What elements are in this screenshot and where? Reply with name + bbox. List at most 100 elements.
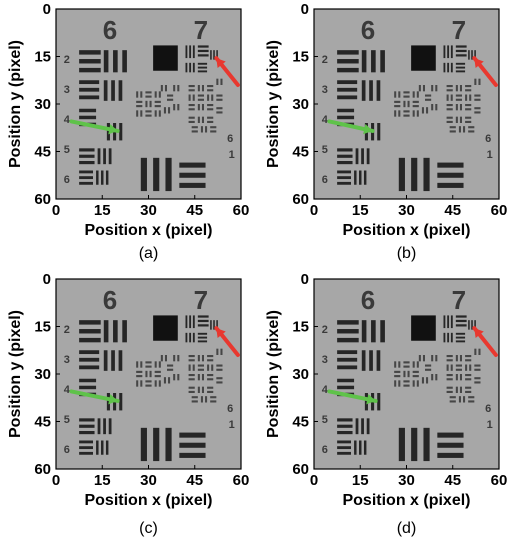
fine-bar-pair — [216, 107, 223, 114]
fine-bar-pair — [191, 396, 198, 403]
fine-bar-pair — [474, 348, 481, 355]
fine-bar-pair — [465, 386, 472, 393]
bars-g6-e6-h — [79, 170, 93, 185]
fine-bar-pair — [197, 374, 204, 381]
fine-bar-pair — [474, 377, 481, 384]
bars-g6-e5-v — [355, 148, 370, 165]
group-label-7: 7 — [194, 15, 208, 45]
fine-bar-pair — [421, 107, 429, 114]
bars-g7-e2-v — [443, 62, 453, 73]
fine-bar-pair — [455, 85, 462, 92]
fine-bar-pair — [418, 85, 425, 92]
fine-bar-pair — [449, 126, 456, 133]
bars-g7-e2-v — [185, 332, 195, 343]
x-axis-label: Position x (pixel) — [342, 222, 470, 239]
element-number: 2 — [322, 54, 328, 66]
fine-bar-pair — [163, 377, 171, 384]
fine-bar-pair — [412, 91, 419, 98]
small-label-1: 1 — [487, 419, 493, 431]
small-label-1: 1 — [487, 149, 493, 161]
element-number: 2 — [64, 54, 70, 66]
x-axis-label: Position x (pixel) — [342, 492, 470, 509]
element-number: 5 — [322, 144, 328, 156]
fine-elements — [394, 78, 481, 133]
red-arrow — [214, 56, 240, 87]
bars-g6-e3-h — [337, 80, 358, 100]
x-tick-label: 0 — [310, 202, 318, 219]
square-patch — [153, 315, 178, 341]
fine-bar-pair — [197, 94, 204, 101]
x-tick-label: 60 — [233, 202, 250, 219]
bars-g6-e2-v — [103, 50, 127, 73]
fine-bar-pair — [173, 104, 180, 111]
panel-c: 6 7 2 3 4 5 6 6 1 0 15 30 45 60 0 15 30 45 60 Position x (p… — [0, 270, 260, 540]
fine-bar-pair — [465, 94, 472, 101]
element-number: 5 — [64, 144, 70, 156]
small-label-6: 6 — [485, 403, 491, 415]
x-tick-label: 45 — [186, 472, 203, 489]
y-tick-label: 15 — [292, 49, 309, 66]
element-number: 5 — [64, 414, 70, 426]
x-tick-label: 30 — [398, 472, 415, 489]
bars-g7-e2-v — [443, 332, 453, 343]
bars-g6-e5-v — [97, 418, 112, 435]
element-number: 4 — [64, 114, 71, 126]
fine-bar-pair — [188, 85, 195, 92]
x-axis-label: Position x (pixel) — [84, 492, 212, 509]
y-tick-label: 45 — [292, 144, 309, 161]
y-tick-label: 60 — [34, 461, 51, 478]
fine-bar-pair — [188, 94, 195, 101]
y-axis-label: Position y (pixel) — [7, 40, 24, 168]
x-tick-label: 60 — [233, 472, 250, 489]
x-tick-label: 15 — [352, 202, 369, 219]
red-arrow — [214, 326, 240, 357]
fine-bar-pair — [403, 91, 410, 98]
fine-bar-pair — [188, 116, 195, 123]
fine-bar-pair — [474, 364, 481, 371]
fine-bar-pair — [446, 94, 453, 101]
fine-bar-pair — [455, 355, 462, 362]
fine-bar-pair — [455, 116, 462, 123]
bars-g5-h — [179, 432, 206, 458]
y-tick-label: 0 — [301, 1, 309, 18]
bars-g7-e3-v — [468, 50, 476, 60]
bars-g7-e2-h — [455, 332, 466, 343]
fine-bar-pair — [154, 380, 161, 387]
fine-bar-pair — [431, 374, 438, 381]
fine-bar-pair — [154, 110, 161, 117]
bars-g5-v — [140, 157, 172, 192]
fine-bar-pair — [446, 374, 453, 381]
y-axis-label: Position y (pixel) — [265, 40, 282, 168]
y-tick-label: 15 — [292, 319, 309, 336]
bars-g6-e3-h — [79, 350, 100, 370]
bars-g6-e5-h — [337, 148, 353, 165]
y-tick-label: 30 — [34, 366, 51, 383]
fine-bar-pair — [446, 355, 453, 362]
fine-bar-pair — [216, 364, 223, 371]
small-label-6: 6 — [227, 133, 233, 145]
fine-bar-pair — [394, 91, 401, 98]
green-arrow — [327, 119, 375, 135]
fine-bar-pair — [207, 374, 214, 381]
fine-bar-pair — [207, 104, 214, 111]
bars-g6-e3-v — [361, 80, 381, 101]
bars-g6-e2-v — [361, 320, 385, 343]
bars-g6-e5-v — [97, 148, 112, 165]
fine-bar-pair — [394, 361, 401, 368]
y-tick-label: 60 — [292, 461, 309, 478]
fine-bar-pair — [145, 370, 152, 378]
x-axis-label: Position x (pixel) — [84, 222, 212, 239]
bars-g5-v — [398, 157, 430, 192]
fine-bar-pair — [216, 377, 223, 384]
fine-bar-pair — [145, 100, 152, 108]
fine-bar-pair — [197, 104, 204, 111]
bars-g5-h — [437, 432, 464, 458]
fine-bar-pair — [145, 91, 152, 98]
fine-bar-pair — [431, 85, 438, 92]
fine-bar-pair — [191, 126, 198, 133]
fine-bar-pair — [173, 355, 180, 362]
bars-g6-e5-h — [79, 418, 95, 435]
x-tick-label: 15 — [352, 472, 369, 489]
